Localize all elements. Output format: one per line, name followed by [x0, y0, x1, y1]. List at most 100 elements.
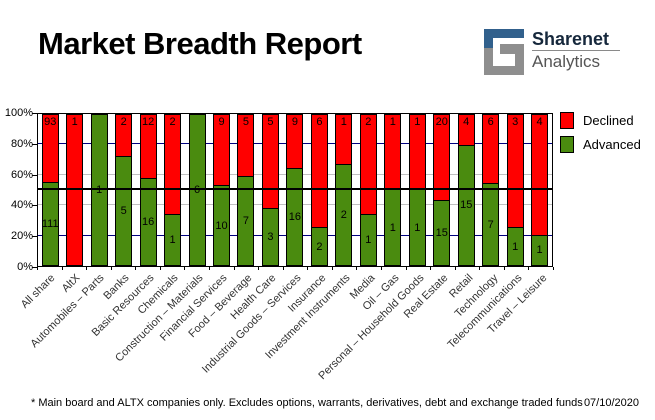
stacked-bar-8: 9 10 — [213, 114, 231, 266]
declined-segment: 1 — [335, 114, 353, 165]
declined-segment: 1 — [384, 114, 402, 190]
y-tick-label: 100% — [4, 107, 33, 119]
declined-segment: 2 — [164, 114, 182, 216]
advanced-count: 1 — [512, 240, 519, 253]
y-tick-label: 0% — [17, 261, 33, 273]
declined-count: 5 — [242, 116, 250, 128]
bars-container: 93 111 1 1 2 5 12 16 2 1 6 9 10 5 7 5 3 9 16 6 2 1 2 2 1 1 1 1 1 20 15… — [38, 114, 552, 266]
x-tick-mark — [110, 267, 112, 270]
brand-text: Sharenet Analytics — [532, 29, 620, 71]
declined-segment: 9 — [286, 114, 304, 169]
x-tick-mark — [381, 267, 382, 270]
advanced-segment: 1 — [384, 190, 402, 266]
y-tick-mark — [32, 175, 37, 176]
brand-divider — [532, 50, 620, 51]
advanced-segment: 15 — [433, 200, 451, 266]
declined-count: 6 — [487, 116, 494, 128]
brand-name: Sharenet — [532, 29, 610, 49]
x-tick-mark — [135, 267, 137, 270]
y-tick-mark — [32, 144, 37, 145]
page-title: Market Breadth Report — [38, 26, 362, 61]
declined-count: 93 — [44, 116, 57, 128]
bar-slot: 20 15 — [430, 114, 454, 266]
declined-segment: 5 — [237, 114, 255, 178]
advanced-count: 7 — [242, 215, 250, 228]
advanced-segment: 3 — [261, 209, 279, 266]
advanced-segment: 7 — [237, 177, 255, 266]
advanced-segment: 5 — [115, 157, 133, 266]
x-tick-mark — [209, 267, 210, 270]
advanced-count: 6 — [193, 184, 201, 196]
advanced-segment: 10 — [213, 186, 231, 266]
declined-segment: 20 — [433, 114, 451, 201]
x-tick-mark — [282, 267, 284, 270]
declined-segment: 4 — [457, 114, 475, 146]
reference-line-50pct — [38, 188, 552, 190]
x-tick-mark — [184, 267, 186, 270]
advanced-segment: 1 — [506, 228, 524, 266]
declined-count: 9 — [218, 116, 225, 128]
declined-segment: 2 — [359, 114, 377, 216]
advanced-segment: 16 — [139, 179, 157, 266]
declined-segment: 6 — [482, 114, 500, 185]
legend-item-advanced: Advanced — [560, 136, 641, 153]
y-tick-mark — [32, 236, 37, 237]
declined-count: 9 — [291, 116, 298, 128]
x-tick-mark — [159, 267, 161, 270]
bar-slot: 12 16 — [136, 114, 160, 266]
y-tick-label: 60% — [10, 168, 33, 181]
brand-sub: Analytics — [532, 52, 601, 71]
y-tick-mark — [32, 113, 37, 114]
declined-segment: 9 — [213, 114, 231, 186]
bar-slot: 93 111 — [38, 114, 62, 266]
x-tick-mark — [37, 267, 38, 270]
advanced-count: 3 — [267, 231, 274, 243]
advanced-count: 10 — [215, 219, 228, 232]
x-tick-mark — [258, 267, 260, 270]
advanced-segment: 6 — [188, 114, 206, 266]
y-tick-mark — [32, 267, 37, 268]
x-tick-mark — [331, 267, 333, 270]
legend-item-declined: Declined — [560, 112, 641, 129]
stacked-bar-11: 9 16 — [286, 114, 304, 266]
x-tick-mark — [61, 267, 63, 270]
x-tick-mark — [307, 267, 309, 270]
declined-count: 1 — [340, 116, 347, 128]
bar-slot: 9 10 — [209, 114, 233, 266]
declined-count: 20 — [435, 116, 448, 128]
x-tick-mark — [479, 267, 481, 270]
bar-slot: 1 — [62, 114, 86, 266]
declined-segment: 4 — [531, 114, 549, 236]
declined-count: 1 — [414, 116, 421, 128]
sharenet-logo-icon — [484, 29, 524, 75]
declined-count: 5 — [267, 116, 274, 128]
advanced-segment: 16 — [286, 168, 304, 266]
x-tick-mark — [430, 267, 432, 270]
legend-swatch-declined — [560, 112, 574, 129]
x-tick-mark — [454, 267, 456, 270]
advanced-segment: 1 — [531, 235, 549, 266]
advanced-segment: 2 — [335, 164, 353, 266]
declined-count: 4 — [463, 116, 470, 128]
advanced-count: 1 — [389, 221, 396, 234]
bar-slot: 9 16 — [283, 114, 307, 266]
advanced-count: 1 — [414, 221, 421, 234]
advanced-count: 111 — [41, 218, 59, 231]
chart-legend: Declined Advanced — [560, 112, 641, 160]
advanced-segment: 111 — [41, 183, 59, 266]
declined-segment: 1 — [66, 114, 84, 266]
x-tick-mark — [233, 267, 235, 270]
x-tick-mark — [405, 267, 407, 270]
